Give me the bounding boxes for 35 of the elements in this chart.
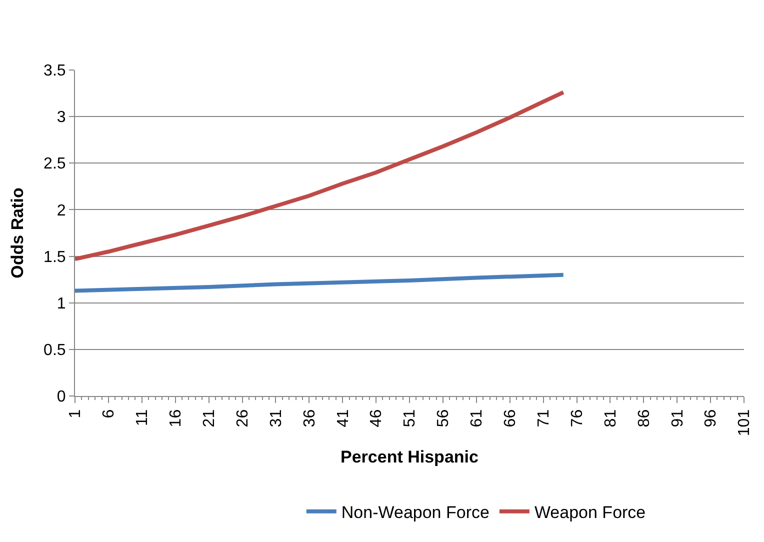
y-tick-label: 0.5 (44, 342, 66, 360)
x-tick-label: 66 (502, 409, 520, 428)
y-tick-label: 2 (56, 202, 66, 220)
x-tick-label: 46 (368, 409, 386, 428)
x-axis-title: Percent Hispanic (340, 448, 478, 467)
x-tick-label: 6 (100, 409, 118, 418)
y-tick-label: 2.5 (44, 156, 66, 173)
x-tick-label: 81 (602, 409, 620, 428)
x-tick-label: 11 (134, 409, 152, 426)
x-tick-label: 41 (334, 409, 352, 428)
y-tick-label: 3 (56, 109, 66, 126)
x-tick-label: 21 (201, 409, 218, 428)
x-tick-label: 71 (536, 409, 552, 428)
x-tick-label: 96 (702, 409, 720, 428)
x-tick-label: 101 (736, 409, 754, 436)
x-tick-label: 16 (168, 409, 185, 428)
x-tick-label: 26 (234, 409, 252, 428)
x-tick-label: 86 (636, 409, 653, 428)
y-tick-label: 3.5 (44, 62, 66, 80)
legend-label: Non-Weapon Force (341, 502, 490, 522)
x-tick-label: 76 (568, 409, 586, 428)
legend-label: Weapon Force (534, 502, 646, 522)
x-tick-label: 1 (67, 409, 84, 418)
y-tick-label: 1.5 (44, 248, 66, 266)
x-tick-label: 36 (301, 409, 318, 428)
line-series (75, 272, 566, 293)
x-tick-label: 31 (268, 409, 285, 428)
x-tick-label: 91 (669, 409, 686, 428)
x-tick-label: 51 (402, 409, 419, 428)
y-axis-title: Odds Ratio (8, 188, 28, 278)
line-series (75, 90, 566, 262)
y-tick-label: 0 (56, 388, 66, 406)
x-tick-label: 56 (435, 409, 452, 428)
y-tick-label: 1 (56, 295, 66, 312)
x-tick-label: 61 (468, 409, 486, 428)
